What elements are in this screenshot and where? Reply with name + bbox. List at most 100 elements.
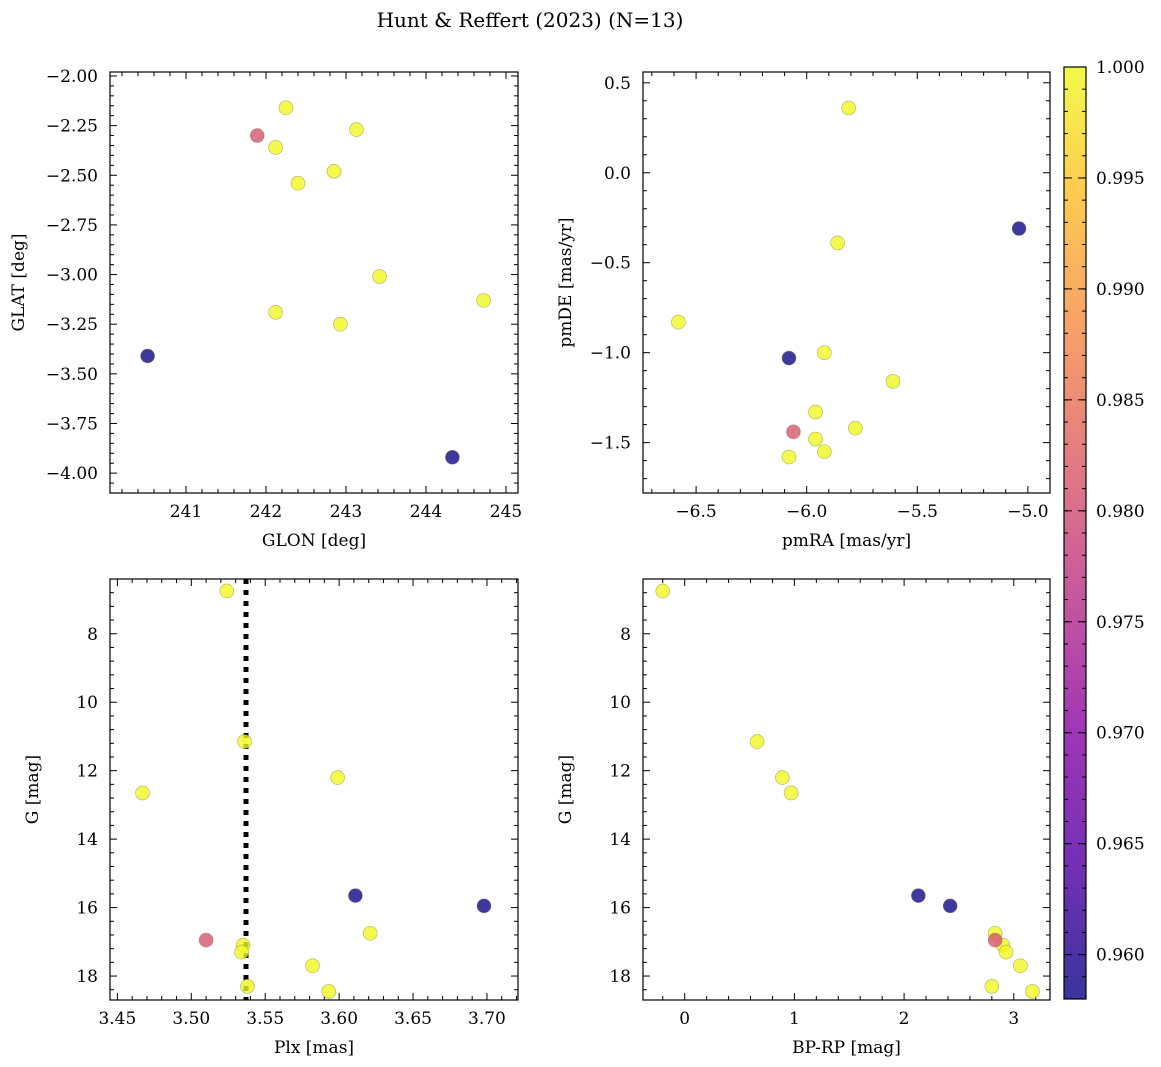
data-point — [984, 979, 1000, 994]
y-tick-label: 0.0 — [604, 164, 631, 184]
data-point — [830, 235, 845, 251]
y-tick-label: −3.75 — [46, 414, 98, 434]
data-point — [476, 898, 492, 914]
data-point — [349, 122, 364, 137]
data-point — [290, 175, 306, 191]
data-point — [655, 583, 671, 599]
y-tick-label: 14 — [76, 830, 98, 850]
y-axis-label: G [mag] — [23, 755, 43, 824]
data-point — [885, 374, 901, 389]
data-point — [372, 269, 387, 284]
panel-plx-g: 3.45 3.50 3.55 3.60 3.65 3.70 8 10 12 14 16 18 Plx [… — [23, 578, 519, 1058]
data-point — [140, 348, 155, 364]
x-tick-label: −5.0 — [1007, 502, 1048, 522]
x-tick-label: −6.0 — [786, 502, 827, 522]
y-tick-label: −2.25 — [46, 117, 98, 137]
y-tick-label: −2.75 — [46, 216, 98, 236]
y-axis-label: pmDE [mas/yr] — [556, 217, 576, 347]
y-tick-label: 12 — [609, 762, 631, 782]
plot-frame — [109, 71, 519, 494]
x-tick-label: 3.65 — [394, 1009, 432, 1029]
colorbar-tick-label: 0.960 — [1096, 946, 1145, 966]
colorbar-tick-label: 0.995 — [1096, 169, 1145, 189]
y-tick-label: 16 — [76, 899, 98, 919]
y-tick-label: 18 — [609, 967, 631, 987]
data-point — [240, 979, 255, 994]
colorbar-tick-label: 0.985 — [1096, 391, 1145, 411]
data-point — [445, 449, 460, 465]
data-point — [237, 734, 252, 749]
colorbar-tick-label: 0.975 — [1096, 613, 1145, 633]
x-tick-label: 244 — [410, 502, 442, 522]
x-axis-label: BP-RP [mag] — [792, 1038, 901, 1058]
data-point — [911, 888, 926, 903]
colorbar-tick-label: 0.970 — [1096, 724, 1145, 744]
x-tick-label: 241 — [170, 502, 202, 522]
data-point — [1013, 958, 1028, 974]
y-tick-label: −3.00 — [46, 266, 98, 286]
y-tick-label: −2.50 — [46, 166, 98, 186]
data-point — [781, 350, 797, 366]
data-point — [278, 100, 294, 116]
x-tick-label: 243 — [330, 502, 362, 522]
x-tick-label: 3.45 — [98, 1009, 136, 1029]
data-point — [848, 420, 863, 436]
data-point — [998, 944, 1014, 960]
y-tick-label: 14 — [609, 830, 631, 850]
data-point — [135, 785, 150, 801]
data-point — [234, 944, 249, 960]
data-point — [305, 958, 320, 974]
x-tick-label: 2 — [899, 1009, 910, 1029]
data-point — [326, 163, 342, 179]
y-axis-label: GLAT [deg] — [9, 233, 29, 331]
x-tick-label: 245 — [490, 502, 522, 522]
data-point — [1025, 984, 1040, 999]
data-point — [476, 293, 491, 308]
data-point — [330, 770, 345, 785]
x-tick-label: 3.70 — [468, 1009, 506, 1029]
data-point — [249, 128, 265, 143]
x-tick-label: 3.60 — [320, 1009, 358, 1029]
panel-pmra-pmde: −6.5 −6.0 −5.5 −5.0 0.5 0.0 −0.5 −1.0 −1.5 pmRA [… — [556, 71, 1051, 551]
data-point — [749, 734, 765, 749]
x-tick-label: 1 — [789, 1009, 800, 1029]
data-point — [817, 444, 832, 459]
y-tick-label: −4.00 — [46, 464, 98, 484]
x-tick-label: −5.5 — [897, 502, 938, 522]
y-tick-label: 12 — [76, 762, 98, 782]
colorbar-tick-label: 0.990 — [1096, 280, 1145, 300]
data-point — [268, 304, 283, 320]
plot-frame — [642, 71, 1051, 494]
data-point — [348, 888, 363, 903]
x-axis-label: Plx [mas] — [274, 1038, 354, 1058]
x-axis-label: GLON [deg] — [262, 531, 366, 551]
x-tick-label: 3.50 — [172, 1009, 210, 1029]
data-point — [942, 898, 958, 914]
x-axis-label: pmRA [mas/yr] — [782, 531, 911, 551]
y-tick-label: 18 — [76, 967, 98, 987]
data-point — [333, 316, 348, 332]
data-point — [987, 932, 1003, 948]
y-tick-label: −3.50 — [46, 365, 98, 385]
figure-title: Hunt & Reffert (2023) (N=13) — [377, 8, 684, 32]
y-tick-label: −1.0 — [590, 344, 631, 364]
colorbar: 0.960 0.965 0.970 0.975 0.980 0.985 0.990 0.995… — [1063, 58, 1145, 1000]
colorbar-gradient — [1064, 67, 1086, 999]
data-point — [671, 314, 686, 330]
data-point — [198, 932, 214, 948]
y-tick-label: −3.25 — [46, 315, 98, 335]
y-tick-label: −2.00 — [46, 67, 98, 87]
y-tick-label: 8 — [620, 625, 631, 645]
plot-frame — [109, 578, 519, 1001]
y-tick-label: 0.5 — [604, 74, 631, 94]
data-point — [1011, 221, 1027, 236]
y-tick-label: 10 — [76, 693, 98, 713]
x-tick-label: 242 — [250, 502, 282, 522]
data-point — [808, 404, 823, 420]
x-tick-label: 3.55 — [246, 1009, 284, 1029]
colorbar-tick-label: 1.000 — [1096, 58, 1145, 78]
y-tick-label: 10 — [609, 693, 631, 713]
plot-frame — [642, 578, 1051, 1001]
data-point — [268, 140, 283, 155]
